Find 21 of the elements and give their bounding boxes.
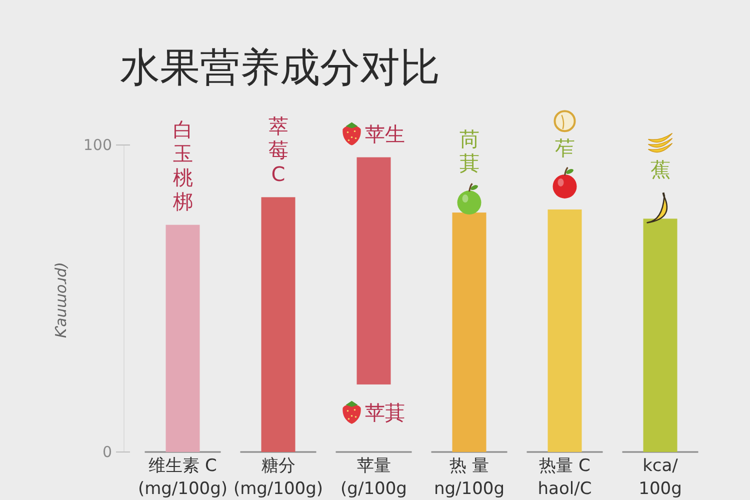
x-tick-label: 热量 C haol/C (538, 456, 592, 499)
x-tick-label: kca/ 100g (638, 456, 682, 499)
bar (548, 209, 582, 452)
y-axis-title: Ƙauɯoɹd) (52, 262, 70, 338)
x-tick-label: 维生素 C (mg/100g) (138, 456, 228, 499)
annotation: 萃莓C (268, 114, 288, 186)
annotation: 苲 (554, 136, 575, 160)
bar (356, 157, 391, 384)
annotation: 蕉 (650, 157, 670, 182)
y-tick-label: 100 (83, 136, 112, 154)
x-tick-label: 苹量 (g/100g (340, 456, 407, 499)
y-tick-label: 0 (102, 443, 112, 461)
annotation: 白玉桃梆 (172, 117, 193, 214)
x-tick-label: 热 量 ng/100g (434, 456, 505, 499)
x-tick-label: 糖分 (mg/100g) (233, 456, 324, 499)
annotation: 苹萁 (364, 400, 405, 424)
annotation: 苹生 (364, 122, 405, 146)
annotation: 苘萁 (459, 127, 480, 176)
bar (261, 197, 296, 452)
chart-title: 水果营养成分对比 (120, 45, 440, 91)
bar (166, 224, 200, 452)
